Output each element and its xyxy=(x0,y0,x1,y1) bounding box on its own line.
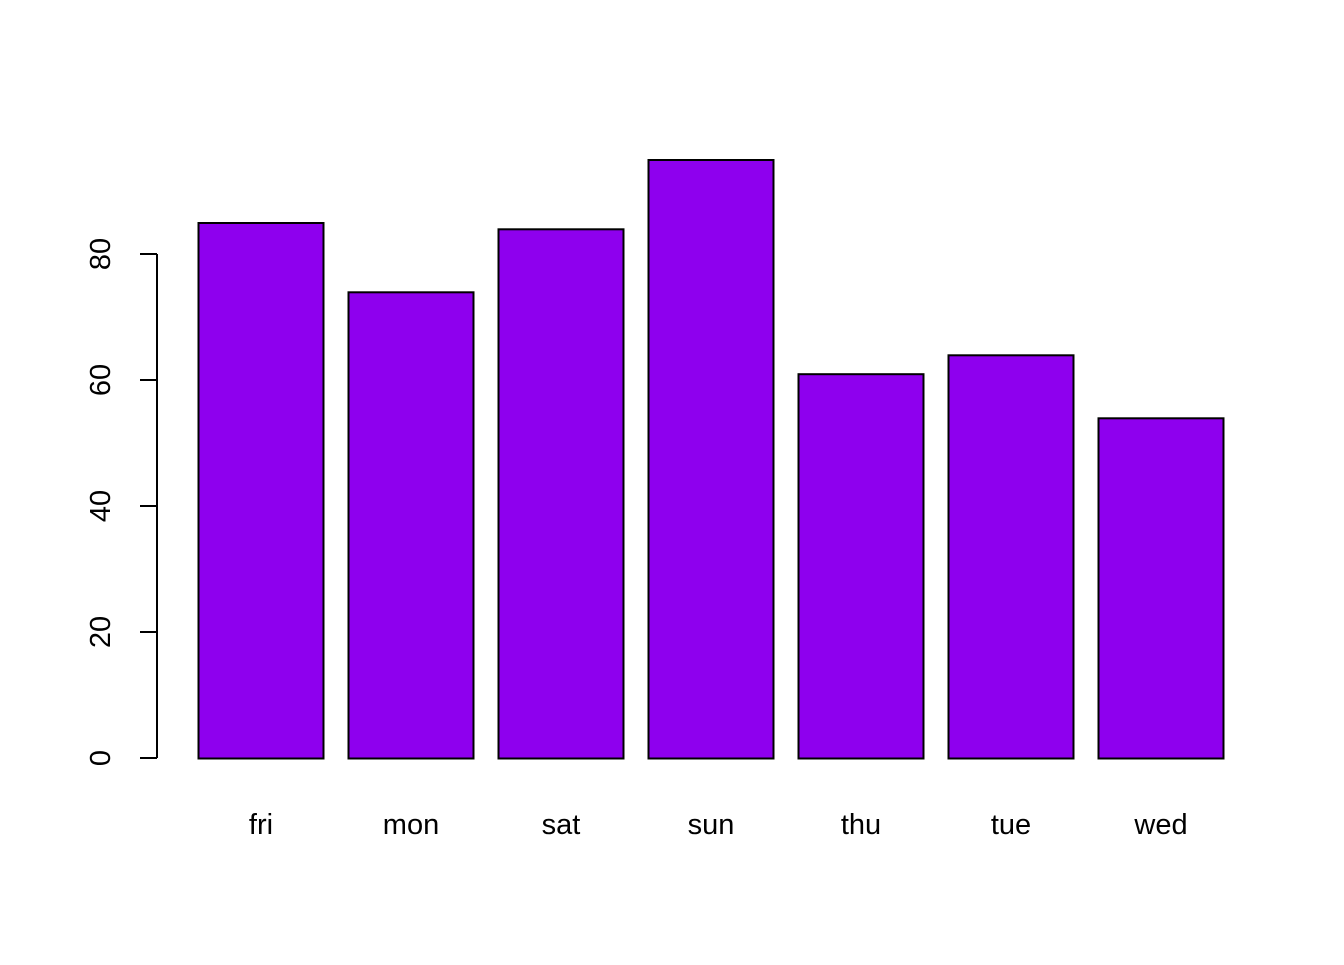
x-tick-label-fri: fri xyxy=(249,809,273,841)
bar-wed xyxy=(1097,417,1225,760)
x-tick-label-thu: thu xyxy=(841,809,881,841)
y-tick-label-80: 80 xyxy=(85,238,117,270)
bar-sat xyxy=(497,228,625,760)
x-tick-label-tue: tue xyxy=(991,809,1031,841)
y-tick-label-40: 40 xyxy=(85,490,117,522)
bar-tue xyxy=(947,354,1075,760)
x-tick-label-sun: sun xyxy=(688,809,735,841)
x-tick-label-wed: wed xyxy=(1133,809,1187,841)
x-axis-labels: fri mon sat sun thu tue wed xyxy=(249,809,1188,841)
bars-group xyxy=(197,159,1225,760)
bar-fri xyxy=(197,222,325,760)
y-tick-label-20: 20 xyxy=(85,616,117,648)
bar-sun xyxy=(647,159,775,760)
x-tick-label-sat: sat xyxy=(542,809,581,841)
y-tick-label-60: 60 xyxy=(85,364,117,396)
bar-thu xyxy=(797,373,925,760)
bar-mon xyxy=(347,291,475,760)
y-tick-label-0: 0 xyxy=(85,750,117,766)
x-tick-label-mon: mon xyxy=(383,809,439,841)
y-axis: 0 20 40 60 80 xyxy=(85,238,158,766)
